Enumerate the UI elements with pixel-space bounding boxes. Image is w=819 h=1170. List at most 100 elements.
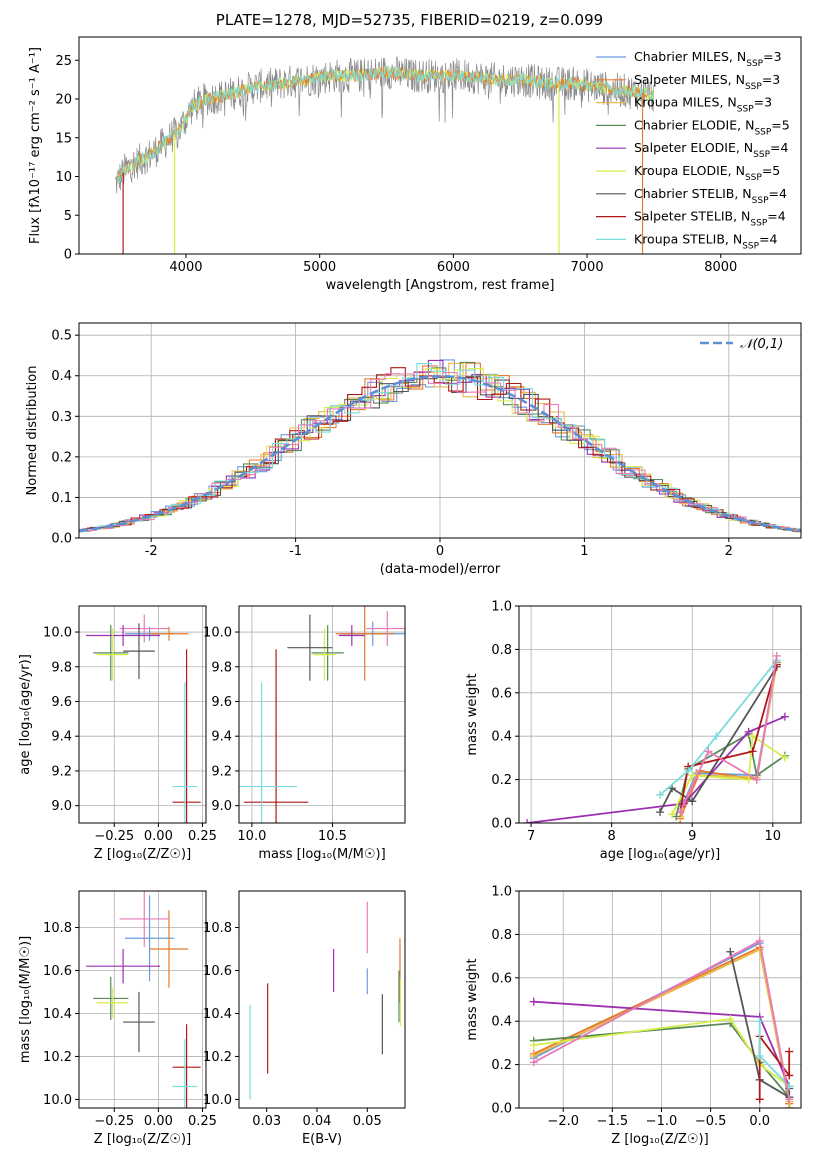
y-tick-label: 0.1 (51, 491, 72, 506)
y-tick-label: 9.6 (51, 695, 72, 710)
x-tick-label: 8000 (704, 260, 737, 275)
series-marker (785, 1104, 794, 1108)
axes-frame (518, 605, 802, 824)
series-line (526, 715, 786, 823)
normal-curve (79, 374, 801, 533)
errorbar-salpeter-elodie (86, 949, 161, 984)
series-marker (523, 819, 532, 823)
errorbar-chabrier-elodie (93, 625, 129, 681)
x-tick-label: 6000 (437, 260, 470, 275)
legend-label-normal: 𝒩(0,1) (740, 337, 783, 352)
y-tick-label: 15 (55, 131, 72, 146)
x-axis-label: Z [log₁₀(Z/Z☉)] (94, 1132, 191, 1147)
x-tick-label: 10.0 (237, 829, 266, 844)
y-tick-label: 1.0 (491, 885, 512, 900)
y-tick-label: 9.0 (51, 799, 72, 814)
y-tick-label: 10.6 (43, 964, 72, 979)
series-extra-pink (676, 651, 781, 817)
plot-area-weight-vs-age (523, 651, 789, 823)
y-tick-label: 0.5 (51, 329, 72, 344)
series-marker (688, 797, 697, 806)
histogram-kroupa-elodie (79, 368, 801, 532)
legend-label-salpeter-stelib: Salpeter STELIB, NSSP=4 (634, 209, 786, 229)
legend-label-kroupa-elodie: Kroupa ELODIE, NSSP=5 (634, 163, 780, 183)
y-tick-label: 10.0 (43, 626, 72, 641)
legend-label-kroupa-stelib: Kroupa STELIB, NSSP=4 (634, 231, 778, 251)
plot-area-weight-vs-z (529, 936, 794, 1108)
series-line (679, 662, 778, 813)
y-tick-label: 0.4 (51, 369, 72, 384)
series-marker (755, 945, 764, 954)
y-tick-label: 10.4 (203, 1007, 232, 1022)
x-tick-label: 0.25 (188, 1114, 217, 1129)
y-tick-label: 0.2 (491, 1058, 512, 1073)
series-marker (748, 747, 757, 756)
series-marker (744, 727, 753, 736)
errorbar-extra-pink (119, 614, 169, 643)
errorbar-salpeter-miles (149, 910, 189, 988)
axes-frame (238, 890, 406, 1109)
axes-weight-vs-age: 7 8 9 10 0.0 0.2 0.4 0.6 0.8 1.0 age [log₁₀(age/yr… (465, 600, 802, 862)
plot-area-mass-vs-z (86, 891, 201, 1108)
y-tick-label: 9.8 (211, 660, 232, 675)
x-tick-label: 8 (608, 829, 616, 844)
x-tick-label: 0.03 (252, 1114, 281, 1129)
legend-label-kroupa-miles: Kroupa MILES, NSSP=3 (634, 95, 772, 115)
series-marker (529, 1058, 538, 1067)
series-line (679, 655, 778, 813)
y-tick-label: 10.2 (43, 1050, 72, 1065)
series-marker (752, 775, 761, 784)
series-marker (755, 1095, 764, 1104)
series-marker (744, 775, 753, 784)
series-chabrier-stelib (656, 662, 781, 817)
series-salpeter-stelib (755, 1032, 794, 1104)
y-tick-label: 0.0 (491, 817, 512, 832)
series-marker (780, 753, 789, 762)
y-tick-label: 10.0 (203, 1093, 232, 1108)
y-tick-label: 0.3 (51, 410, 72, 425)
series-marker (755, 1017, 764, 1026)
x-tick-label: −0.25 (94, 1114, 134, 1129)
series-line (659, 666, 778, 813)
y-tick-label: 0 (64, 248, 72, 263)
y-tick-label: 1.0 (491, 600, 512, 615)
axes-residuals: -2 -1 0 1 2 0.0 0.1 0.2 0.3 0.4 0.5 (data-model)/er… (25, 322, 802, 577)
errorbar-chabrier-stelib (123, 623, 155, 679)
series-kroupa-stelib (755, 1017, 794, 1091)
y-tick-label: 9.2 (51, 764, 72, 779)
x-tick-label: 0.25 (188, 829, 217, 844)
errorbar-kroupa-elodie (96, 628, 129, 681)
errorbar-kroupa-elodie (96, 987, 129, 1018)
y-tick-label: 10.8 (203, 921, 232, 936)
plot-area-mass-vs-ebv (249, 901, 402, 1100)
errorbar-salpeter-stelib (172, 649, 201, 823)
series-marker (704, 747, 713, 756)
x-axis-label: Z [log₁₀(Z/Z☉)] (611, 1132, 708, 1147)
axes-mass-vs-ebv: 0.03 0.04 0.05 10.0 10.2 10.4 10.6 10.8 E(B-V) (203, 890, 406, 1147)
errorbar-kroupa-stelib (172, 1039, 198, 1108)
series-marker (712, 732, 721, 741)
y-axis-label: mass weight (465, 958, 480, 1040)
figure-title: PLATE=1278, MJD=52735, FIBERID=0219, z=0… (215, 11, 604, 29)
x-tick-label: 1 (580, 544, 588, 559)
series-marker (529, 1041, 538, 1050)
y-tick-label: 20 (55, 93, 72, 108)
y-axis-label: mass [log₁₀(M/M☉)] (18, 936, 33, 1063)
axes-frame (78, 605, 207, 824)
x-tick-label: −1.0 (646, 1114, 678, 1129)
x-tick-label: −1.5 (597, 1114, 629, 1129)
series-marker (529, 997, 538, 1006)
histogram-chabrier-stelib (79, 376, 801, 533)
x-tick-label: 4000 (169, 260, 202, 275)
y-tick-label: 0.0 (51, 532, 72, 547)
y-tick-label: 10.0 (203, 626, 232, 641)
x-axis-label: mass [log₁₀(M/M☉)] (258, 847, 385, 862)
plot-area-spectrum (115, 55, 655, 254)
y-tick-label: 0.0 (491, 1102, 512, 1117)
x-tick-label: -1 (289, 544, 302, 559)
errorbar-salpeter-elodie (86, 625, 161, 646)
x-tick-label: 0.04 (302, 1114, 331, 1129)
series-line (659, 659, 778, 796)
x-tick-label: 0.00 (144, 829, 173, 844)
